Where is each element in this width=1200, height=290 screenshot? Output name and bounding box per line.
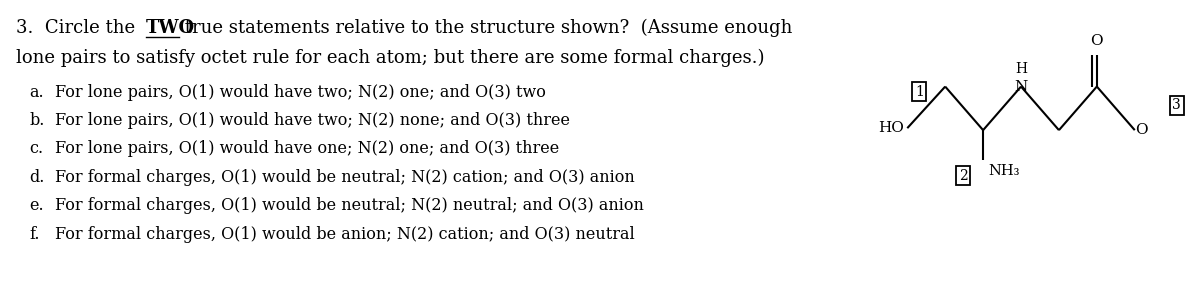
Text: O: O xyxy=(1091,34,1103,48)
Text: 2: 2 xyxy=(959,169,967,183)
Text: HO: HO xyxy=(878,121,905,135)
Text: N: N xyxy=(1014,79,1027,94)
Text: c.: c. xyxy=(29,140,43,157)
Text: For lone pairs, O(1) would have two; N(2) none; and O(3) three: For lone pairs, O(1) would have two; N(2… xyxy=(55,112,570,129)
Text: d.: d. xyxy=(29,169,44,186)
Text: TWO: TWO xyxy=(146,19,196,37)
Text: For formal charges, O(1) would be anion; N(2) cation; and O(3) neutral: For formal charges, O(1) would be anion;… xyxy=(55,226,635,243)
Text: a.: a. xyxy=(29,84,44,101)
Text: For formal charges, O(1) would be neutral; N(2) cation; and O(3) anion: For formal charges, O(1) would be neutra… xyxy=(55,169,635,186)
Text: NH₃: NH₃ xyxy=(988,164,1020,178)
Text: O: O xyxy=(1135,123,1147,137)
Text: lone pairs to satisfy octet rule for each atom; but there are some formal charge: lone pairs to satisfy octet rule for eac… xyxy=(17,49,764,67)
Text: For lone pairs, O(1) would have two; N(2) one; and O(3) two: For lone pairs, O(1) would have two; N(2… xyxy=(55,84,546,101)
Text: 3: 3 xyxy=(1172,98,1181,113)
Text: f.: f. xyxy=(29,226,40,243)
Text: b.: b. xyxy=(29,112,44,129)
Text: H: H xyxy=(1015,62,1027,76)
Text: For formal charges, O(1) would be neutral; N(2) neutral; and O(3) anion: For formal charges, O(1) would be neutra… xyxy=(55,197,644,214)
Text: 1: 1 xyxy=(914,84,924,99)
Text: true statements relative to the structure shown?  (Assume enough: true statements relative to the structur… xyxy=(179,19,792,37)
Text: 3.  Circle the: 3. Circle the xyxy=(17,19,142,37)
Text: For lone pairs, O(1) would have one; N(2) one; and O(3) three: For lone pairs, O(1) would have one; N(2… xyxy=(55,140,559,157)
Text: e.: e. xyxy=(29,197,44,214)
